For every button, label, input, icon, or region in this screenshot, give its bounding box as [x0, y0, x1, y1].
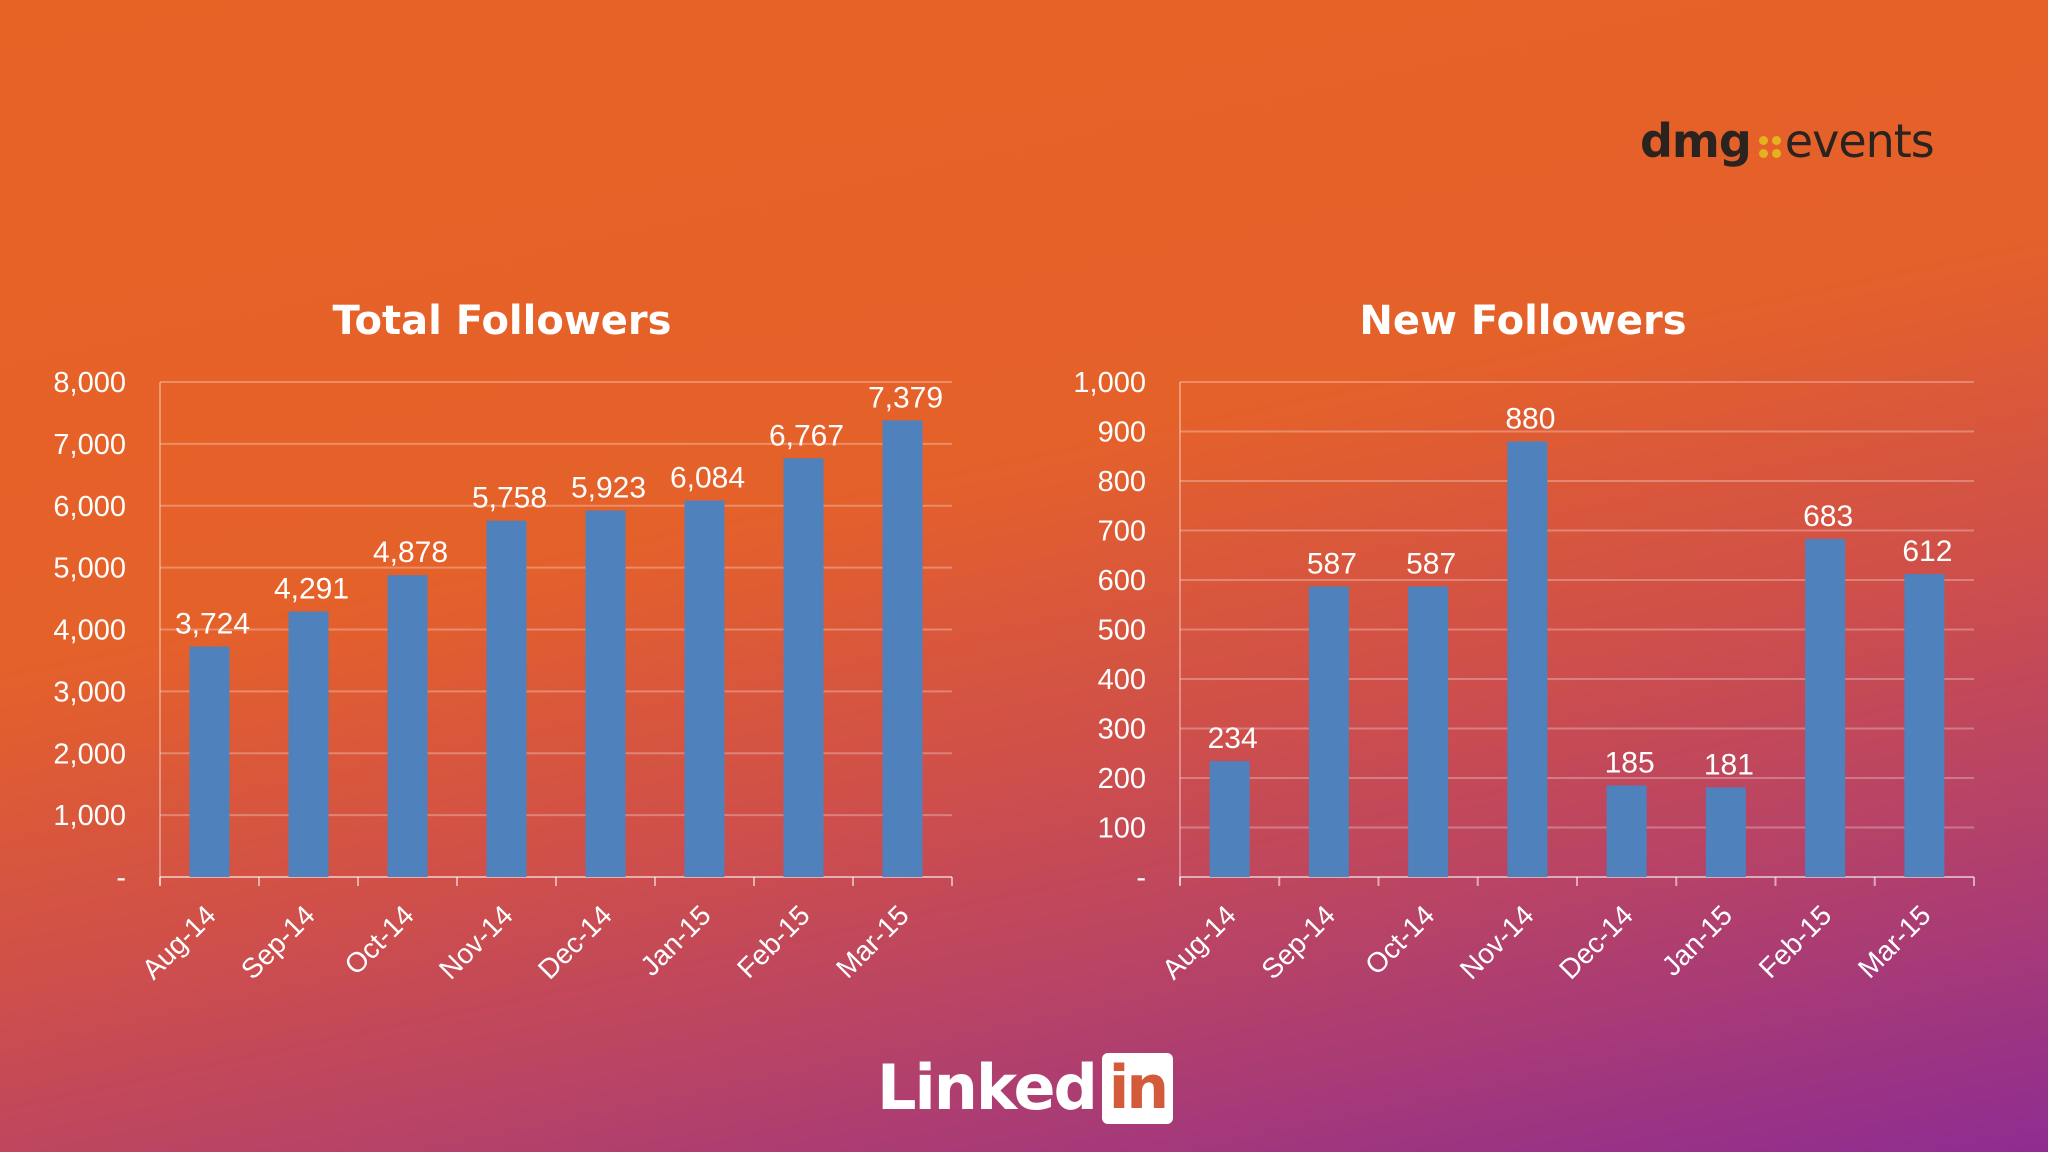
bar-feb-15 — [1805, 538, 1846, 877]
bar-sep-14 — [1308, 586, 1349, 877]
y-tick-label: 2,000 — [53, 738, 126, 770]
y-tick-label: 100 — [1098, 813, 1146, 845]
data-label: 181 — [1704, 748, 1754, 781]
y-tick-label: 800 — [1098, 466, 1146, 498]
data-label: 5,923 — [571, 472, 646, 505]
data-label: 234 — [1208, 722, 1258, 755]
dmg-events-logo: dmg events — [1640, 108, 1960, 168]
bar-jan-15 — [1705, 787, 1746, 877]
data-label: 185 — [1605, 746, 1655, 779]
x-category-label: Dec-14 — [1553, 899, 1639, 985]
y-tick-label: 8,000 — [53, 367, 126, 399]
bar-aug-14 — [1209, 761, 1250, 877]
data-label: 5,758 — [472, 482, 547, 515]
x-category-label: Aug-14 — [1156, 899, 1242, 985]
y-tick-label: 900 — [1098, 417, 1146, 449]
y-tick-label: 5,000 — [53, 553, 126, 585]
bar-mar-15 — [1904, 574, 1945, 877]
logo-dots-icon — [1758, 136, 1781, 158]
bar-feb-15 — [783, 458, 824, 877]
linkedin-word: Linked — [877, 1051, 1098, 1124]
data-label: 587 — [1307, 547, 1357, 580]
y-tick-label: 700 — [1098, 516, 1146, 548]
y-tick-label: 300 — [1098, 714, 1146, 746]
y-tick-label: 500 — [1098, 615, 1146, 647]
x-category-label: Nov-14 — [1454, 899, 1540, 985]
bar-nov-14 — [1507, 441, 1548, 877]
bar-jan-15 — [684, 500, 725, 877]
bar-dec-14 — [1606, 785, 1647, 877]
data-label: 880 — [1505, 402, 1555, 435]
data-label: 6,767 — [769, 419, 844, 452]
chart-title: Total Followers — [333, 298, 672, 344]
logo-events-word: events — [1784, 114, 1935, 168]
new-followers-chart: New Followers - 100 200 300 400 500 600 700 800 90… — [1073, 298, 1952, 985]
bar-nov-14 — [486, 520, 527, 877]
data-label: 3,724 — [175, 608, 250, 641]
data-label: 612 — [1902, 535, 1952, 568]
y-tick-label: 1,000 — [53, 800, 126, 832]
data-label: 7,379 — [868, 381, 943, 414]
y-tick-label: 200 — [1098, 763, 1146, 795]
data-label: 683 — [1803, 500, 1853, 533]
y-tick-label: - — [116, 862, 126, 894]
chart-title: New Followers — [1359, 298, 1686, 344]
linkedin-logo: Linked in — [877, 1052, 1177, 1124]
data-label: 6,084 — [670, 462, 745, 495]
bar-mar-15 — [882, 420, 923, 877]
y-tick-label: 3,000 — [53, 676, 126, 708]
y-tick-label: - — [1136, 862, 1146, 894]
y-tick-label: 6,000 — [53, 491, 126, 523]
data-label: 4,878 — [373, 536, 448, 569]
x-category-label: Feb-15 — [1753, 899, 1838, 984]
x-category-label: Sep-14 — [1255, 899, 1341, 985]
y-tick-label: 400 — [1098, 664, 1146, 696]
x-category-label: Mar-15 — [1852, 899, 1937, 984]
y-tick-label: 4,000 — [53, 615, 126, 647]
y-tick-label: 600 — [1098, 565, 1146, 597]
bar-sep-14 — [288, 611, 329, 877]
total-followers-chart: Total Followers - 1,000 2,000 3,000 4,000 5,00… — [53, 298, 953, 985]
data-label: 587 — [1406, 547, 1456, 580]
bar-dec-14 — [585, 510, 626, 877]
x-category-label: Oct-14 — [1359, 899, 1440, 980]
bar-oct-14 — [1408, 586, 1449, 877]
x-category-label: Jan-15 — [1656, 899, 1738, 981]
logo-dmg-word: dmg — [1640, 114, 1752, 168]
y-tick-label: 7,000 — [53, 429, 126, 461]
bar-aug-14 — [189, 646, 230, 877]
y-tick-label: 1,000 — [1073, 367, 1146, 399]
data-label: 4,291 — [274, 572, 349, 605]
linkedin-in-icon: in — [1101, 1052, 1173, 1124]
bar-oct-14 — [387, 575, 428, 877]
